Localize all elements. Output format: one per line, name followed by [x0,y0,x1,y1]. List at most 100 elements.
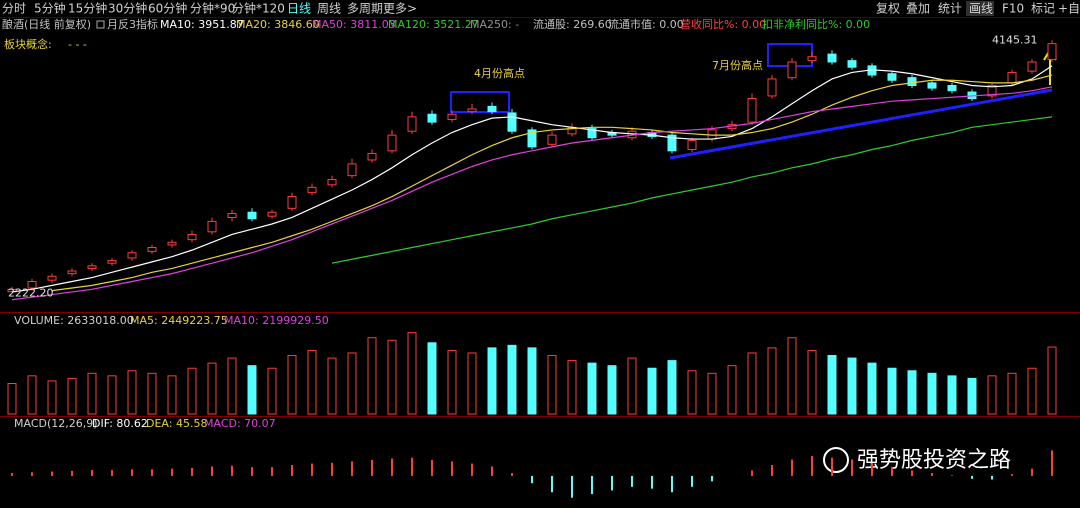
candle-body [347,163,357,177]
toolbar-button[interactable]: 标记 [1031,2,1055,16]
volume-bar [247,365,257,415]
volume-bar [887,367,897,415]
candle-body [27,280,37,289]
toolbar-button[interactable]: 60分钟 [148,1,187,16]
toolbar-button[interactable]: 更多> [383,2,417,16]
toolbar-button[interactable]: 统计 [938,2,962,16]
volume-bar [387,339,397,415]
legend-entry: MA250: - [470,18,519,31]
legend-entry: MA120: 3521.27 [388,18,479,31]
concept-label: 板块概念: [4,37,52,51]
volume-bar [407,332,417,415]
volume-bar [747,352,757,415]
volume-bar [347,352,357,415]
volume-bar [847,357,857,415]
watermark: 强势股投资之路 [857,448,1011,473]
pane-label: VOLUME: 2633018.00 [14,314,134,327]
volume-bar [527,347,537,415]
legend-entry: MA10: 3951.87 [160,18,244,31]
pane-label: MACD(12,26,9) [14,417,98,430]
candle-body [447,113,457,120]
candle-body [1047,43,1057,60]
info-item: 流通股: 269.60 [533,17,612,31]
candle-body [327,179,337,186]
min-label: 2222.20 [8,287,54,300]
volume-bar [727,365,737,415]
toolbar-button[interactable]: 复权 [876,2,900,16]
volume-bar [587,362,597,415]
candle-body [187,233,197,241]
volume-bar [927,372,937,415]
active-tool [966,1,994,16]
volume-bar [967,377,977,415]
candle-body [167,241,177,246]
candle-body [47,275,57,281]
volume-bar [87,372,97,415]
toolbar-button[interactable]: 分时 [2,2,26,16]
candle-body [407,116,417,132]
toolbar-button[interactable]: 15分钟 [68,1,107,16]
candle-body [247,211,257,220]
ma-line [11,86,1053,301]
volume-bar [1027,367,1037,415]
toolbar-button[interactable]: 分钟*90 [190,1,235,16]
annotation: 4月份高点 [474,66,525,80]
candle-body [207,220,217,233]
pane-label: MACD: 70.07 [204,417,276,430]
volume-bar [107,375,117,415]
candle-body [907,77,917,86]
toolbar-button[interactable]: 日线 [287,2,311,16]
toolbar-button[interactable]: 多周期 [347,2,383,16]
watermark-icon [823,447,849,473]
volume-bar [7,382,17,415]
candle-body [987,84,997,97]
volume-bar [1047,346,1057,415]
toolbar-button[interactable]: 5分钟 [34,1,66,16]
volume-bar [47,380,57,415]
toolbar-button[interactable]: 分钟*120 [232,1,285,16]
candle-body [527,129,537,148]
indicator[interactable]: 月反3指标 [107,17,158,31]
candle-body [787,61,797,79]
ma-line [51,74,1053,292]
volume-bar [567,360,577,415]
pane-label: DIF: 80.62 [92,417,148,430]
volume-bar [167,375,177,415]
candle-body [767,78,777,97]
volume-bar [827,355,837,415]
ma-line [331,116,1053,264]
candle-body [467,108,477,113]
candle-body [947,84,957,92]
toolbar-button[interactable]: F10 [1002,2,1024,16]
candle-body [387,134,397,152]
candle-body [1007,71,1017,84]
candle-body [227,213,237,218]
volume-bar [127,370,137,415]
toolbar-button[interactable]: +自选 [1058,2,1080,16]
candle-body [887,73,897,81]
ma-line [11,65,1053,293]
candle-body [107,260,117,264]
concept-value: - - - [68,38,87,51]
annotation: 7月份高点 [712,58,763,72]
volume-bar [1007,372,1017,415]
candle-body [747,98,757,123]
toolbar-button[interactable]: 30分钟 [108,1,147,16]
volume-bar [547,355,557,415]
candle-body [367,152,377,161]
volume-bar [707,372,717,415]
toolbar-button[interactable]: 周线 [317,2,341,16]
info-item: 扣非净利同比%: 0.00 [762,17,870,31]
volume-bar [507,344,517,415]
candle-body [87,265,97,269]
toolbar-button[interactable]: 画线 [969,2,993,16]
volume-bar [327,357,337,415]
info-item: 流通市值: 0.00 [608,17,684,31]
checkbox[interactable] [96,20,105,29]
volume-bar [367,337,377,415]
toolbar-button[interactable]: 叠加 [906,2,930,16]
volume-bar [447,349,457,415]
candle-body [687,139,697,151]
candle-body [127,252,137,259]
